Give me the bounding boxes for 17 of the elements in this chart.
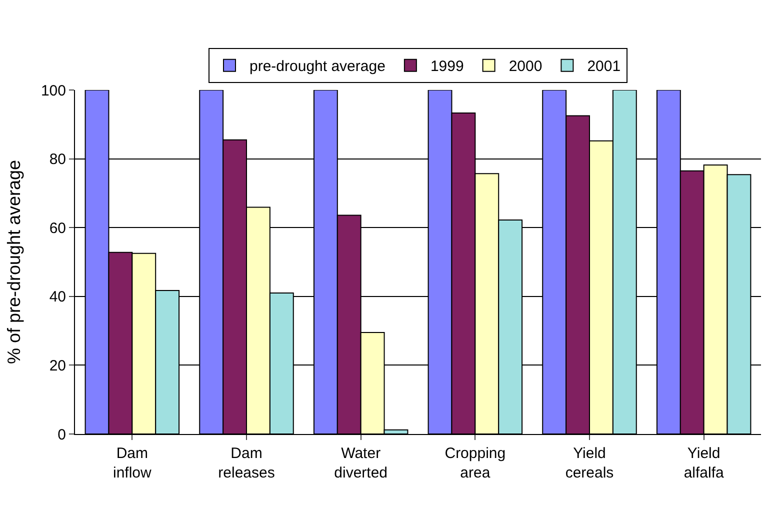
x-tick-label: Dam inflow (112, 445, 152, 482)
y-axis-title: % of pre-drought average (4, 160, 24, 364)
y-tick-label: 20 (49, 357, 66, 374)
x-tick-label: Yield alfalfa (684, 445, 724, 482)
y-tick-label: 40 (49, 288, 66, 306)
legend-label: 1999 (430, 58, 464, 76)
y-tick-label: 80 (49, 151, 66, 168)
x-tick-label: Dam releases (218, 445, 275, 482)
legend-label: 2000 (508, 58, 542, 76)
legend-label: pre-drought average (250, 58, 386, 76)
x-tick-label: Water diverted (334, 445, 388, 482)
y-tick-label: 60 (49, 220, 66, 237)
y-tick-label: 0 (58, 426, 66, 444)
x-tick-label: Cropping area (444, 445, 506, 482)
legend-label: 2001 (587, 58, 621, 76)
x-tick-label: Yield cereals (565, 445, 614, 482)
y-tick-label: 100 (40, 82, 66, 100)
